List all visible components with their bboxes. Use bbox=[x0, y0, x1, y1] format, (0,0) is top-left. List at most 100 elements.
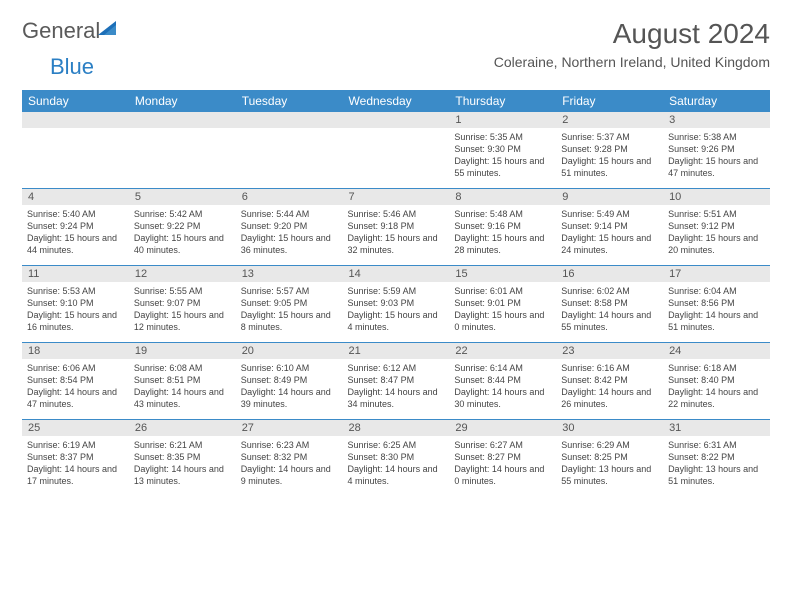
daylight-line: Daylight: 15 hours and 40 minutes. bbox=[134, 232, 231, 256]
sunrise-line: Sunrise: 5:55 AM bbox=[134, 285, 231, 297]
day-content: Sunrise: 5:57 AMSunset: 9:05 PMDaylight:… bbox=[241, 285, 338, 337]
calendar-table: SundayMondayTuesdayWednesdayThursdayFrid… bbox=[22, 90, 770, 496]
sunrise-line: Sunrise: 6:19 AM bbox=[27, 439, 124, 451]
sunset-line: Sunset: 9:01 PM bbox=[454, 297, 551, 309]
day-content: Sunrise: 6:04 AMSunset: 8:56 PMDaylight:… bbox=[668, 285, 765, 337]
daylight-line: Daylight: 15 hours and 44 minutes. bbox=[27, 232, 124, 256]
sunrise-line: Sunrise: 6:06 AM bbox=[27, 362, 124, 374]
day-cell: Sunrise: 6:25 AMSunset: 8:30 PMDaylight:… bbox=[343, 436, 450, 496]
daylight-line: Daylight: 14 hours and 47 minutes. bbox=[27, 386, 124, 410]
sunrise-line: Sunrise: 5:37 AM bbox=[561, 131, 658, 143]
daynum-row: 11121314151617 bbox=[22, 266, 770, 283]
daynum-cell: 23 bbox=[556, 343, 663, 360]
sunrise-line: Sunrise: 5:53 AM bbox=[27, 285, 124, 297]
daynum-cell-empty bbox=[129, 112, 236, 128]
sunrise-line: Sunrise: 5:46 AM bbox=[348, 208, 445, 220]
daynum-cell: 19 bbox=[129, 343, 236, 360]
title-block: August 2024 Coleraine, Northern Ireland,… bbox=[494, 18, 770, 70]
daynum-cell: 10 bbox=[663, 189, 770, 206]
day-content: Sunrise: 6:10 AMSunset: 8:49 PMDaylight:… bbox=[241, 362, 338, 414]
daynum-cell: 31 bbox=[663, 420, 770, 437]
logo-text-a: General bbox=[22, 18, 100, 44]
daylight-line: Daylight: 14 hours and 17 minutes. bbox=[27, 463, 124, 487]
daylight-line: Daylight: 14 hours and 9 minutes. bbox=[241, 463, 338, 487]
sunrise-line: Sunrise: 6:23 AM bbox=[241, 439, 338, 451]
day-cell: Sunrise: 5:37 AMSunset: 9:28 PMDaylight:… bbox=[556, 128, 663, 189]
day-cell: Sunrise: 5:49 AMSunset: 9:14 PMDaylight:… bbox=[556, 205, 663, 266]
sunset-line: Sunset: 9:12 PM bbox=[668, 220, 765, 232]
daylight-line: Daylight: 14 hours and 34 minutes. bbox=[348, 386, 445, 410]
sunrise-line: Sunrise: 5:40 AM bbox=[27, 208, 124, 220]
day-cell: Sunrise: 6:18 AMSunset: 8:40 PMDaylight:… bbox=[663, 359, 770, 420]
week-row: Sunrise: 5:35 AMSunset: 9:30 PMDaylight:… bbox=[22, 128, 770, 189]
sunset-line: Sunset: 8:56 PM bbox=[668, 297, 765, 309]
daylight-line: Daylight: 15 hours and 51 minutes. bbox=[561, 155, 658, 179]
daynum-cell-empty bbox=[22, 112, 129, 128]
daynum-cell: 6 bbox=[236, 189, 343, 206]
day-content: Sunrise: 6:29 AMSunset: 8:25 PMDaylight:… bbox=[561, 439, 658, 491]
dow-header-row: SundayMondayTuesdayWednesdayThursdayFrid… bbox=[22, 90, 770, 112]
daynum-cell: 18 bbox=[22, 343, 129, 360]
sunrise-line: Sunrise: 6:21 AM bbox=[134, 439, 231, 451]
week-row: Sunrise: 5:40 AMSunset: 9:24 PMDaylight:… bbox=[22, 205, 770, 266]
sunset-line: Sunset: 8:44 PM bbox=[454, 374, 551, 386]
day-cell: Sunrise: 6:31 AMSunset: 8:22 PMDaylight:… bbox=[663, 436, 770, 496]
sunset-line: Sunset: 9:03 PM bbox=[348, 297, 445, 309]
daynum-row: 18192021222324 bbox=[22, 343, 770, 360]
day-content: Sunrise: 5:44 AMSunset: 9:20 PMDaylight:… bbox=[241, 208, 338, 260]
daynum-cell: 16 bbox=[556, 266, 663, 283]
day-content: Sunrise: 6:14 AMSunset: 8:44 PMDaylight:… bbox=[454, 362, 551, 414]
day-content bbox=[27, 131, 124, 183]
sunset-line: Sunset: 8:37 PM bbox=[27, 451, 124, 463]
sunrise-line: Sunrise: 5:35 AM bbox=[454, 131, 551, 143]
day-content: Sunrise: 5:40 AMSunset: 9:24 PMDaylight:… bbox=[27, 208, 124, 260]
daynum-cell-empty bbox=[343, 112, 450, 128]
daynum-cell: 11 bbox=[22, 266, 129, 283]
sunrise-line: Sunrise: 5:57 AM bbox=[241, 285, 338, 297]
daylight-line: Daylight: 14 hours and 43 minutes. bbox=[134, 386, 231, 410]
day-content: Sunrise: 5:59 AMSunset: 9:03 PMDaylight:… bbox=[348, 285, 445, 337]
daylight-line: Daylight: 15 hours and 12 minutes. bbox=[134, 309, 231, 333]
daylight-line: Daylight: 15 hours and 28 minutes. bbox=[454, 232, 551, 256]
dow-header-cell: Monday bbox=[129, 90, 236, 112]
daynum-cell: 7 bbox=[343, 189, 450, 206]
day-cell: Sunrise: 6:16 AMSunset: 8:42 PMDaylight:… bbox=[556, 359, 663, 420]
day-cell: Sunrise: 6:01 AMSunset: 9:01 PMDaylight:… bbox=[449, 282, 556, 343]
day-cell: Sunrise: 5:57 AMSunset: 9:05 PMDaylight:… bbox=[236, 282, 343, 343]
day-content: Sunrise: 5:38 AMSunset: 9:26 PMDaylight:… bbox=[668, 131, 765, 183]
sunset-line: Sunset: 9:22 PM bbox=[134, 220, 231, 232]
sunset-line: Sunset: 9:18 PM bbox=[348, 220, 445, 232]
week-row: Sunrise: 6:06 AMSunset: 8:54 PMDaylight:… bbox=[22, 359, 770, 420]
sunset-line: Sunset: 8:54 PM bbox=[27, 374, 124, 386]
day-cell: Sunrise: 5:51 AMSunset: 9:12 PMDaylight:… bbox=[663, 205, 770, 266]
daynum-row: 123 bbox=[22, 112, 770, 128]
day-cell: Sunrise: 6:02 AMSunset: 8:58 PMDaylight:… bbox=[556, 282, 663, 343]
sunset-line: Sunset: 9:20 PM bbox=[241, 220, 338, 232]
sunset-line: Sunset: 8:51 PM bbox=[134, 374, 231, 386]
sunrise-line: Sunrise: 6:14 AM bbox=[454, 362, 551, 374]
dow-header-cell: Tuesday bbox=[236, 90, 343, 112]
daynum-cell: 22 bbox=[449, 343, 556, 360]
daylight-line: Daylight: 15 hours and 20 minutes. bbox=[668, 232, 765, 256]
day-content: Sunrise: 5:55 AMSunset: 9:07 PMDaylight:… bbox=[134, 285, 231, 337]
sunrise-line: Sunrise: 5:51 AM bbox=[668, 208, 765, 220]
daynum-cell: 12 bbox=[129, 266, 236, 283]
day-cell-empty bbox=[236, 128, 343, 189]
day-content: Sunrise: 6:31 AMSunset: 8:22 PMDaylight:… bbox=[668, 439, 765, 491]
sunrise-line: Sunrise: 6:18 AM bbox=[668, 362, 765, 374]
sunrise-line: Sunrise: 6:01 AM bbox=[454, 285, 551, 297]
daynum-cell: 21 bbox=[343, 343, 450, 360]
day-content: Sunrise: 5:53 AMSunset: 9:10 PMDaylight:… bbox=[27, 285, 124, 337]
sunrise-line: Sunrise: 6:12 AM bbox=[348, 362, 445, 374]
daynum-cell: 28 bbox=[343, 420, 450, 437]
sunset-line: Sunset: 8:42 PM bbox=[561, 374, 658, 386]
daylight-line: Daylight: 15 hours and 32 minutes. bbox=[348, 232, 445, 256]
page-title: August 2024 bbox=[494, 18, 770, 50]
day-content: Sunrise: 5:48 AMSunset: 9:16 PMDaylight:… bbox=[454, 208, 551, 260]
daylight-line: Daylight: 15 hours and 24 minutes. bbox=[561, 232, 658, 256]
daynum-cell: 8 bbox=[449, 189, 556, 206]
daynum-cell: 1 bbox=[449, 112, 556, 128]
sunset-line: Sunset: 9:24 PM bbox=[27, 220, 124, 232]
sunrise-line: Sunrise: 5:42 AM bbox=[134, 208, 231, 220]
daylight-line: Daylight: 14 hours and 51 minutes. bbox=[668, 309, 765, 333]
